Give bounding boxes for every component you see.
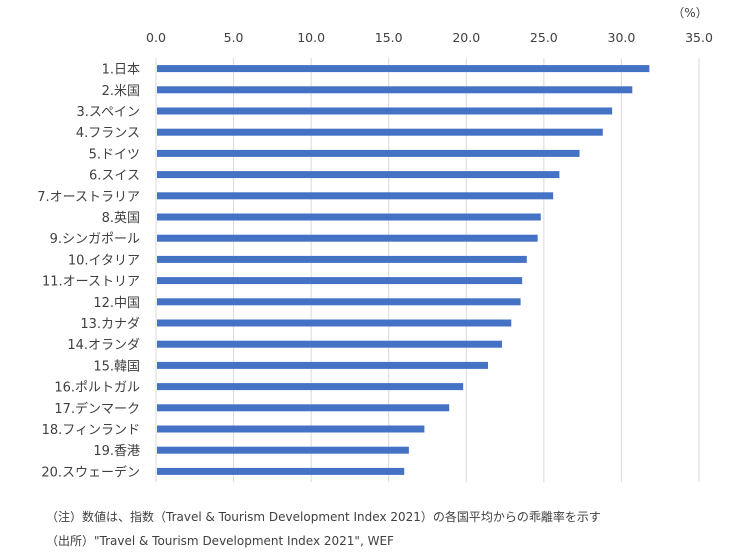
category-label: 13.カナダ	[80, 317, 140, 332]
category-label: 1.日本	[102, 63, 140, 78]
x-tick-label: 0.0	[146, 30, 166, 45]
bar	[157, 86, 633, 94]
x-tick-label: 15.0	[375, 30, 403, 45]
category-label: 5.ドイツ	[89, 147, 140, 162]
category-label: 3.スペイン	[77, 105, 141, 120]
category-label: 15.韓国	[93, 359, 140, 374]
bar	[157, 425, 425, 433]
bar	[157, 277, 523, 285]
bar	[157, 128, 603, 136]
bar	[157, 361, 489, 369]
bar	[157, 255, 527, 263]
x-tick-label: 10.0	[297, 30, 325, 45]
bar-chart: 0.0 5.0 10.0 15.0 20.0 25.0 30.0 35.0 （%） 1.日本 2…	[37, 6, 713, 482]
bar	[157, 340, 502, 348]
bar	[157, 446, 409, 454]
bar	[157, 467, 405, 475]
bar	[157, 383, 464, 391]
unit-label: （%）	[672, 6, 707, 20]
category-label: 12.中国	[93, 296, 140, 311]
category-label: 7.オーストラリア	[37, 190, 140, 205]
x-tick-label: 35.0	[685, 30, 713, 45]
category-label: 10.イタリア	[68, 253, 140, 268]
bar	[157, 404, 450, 412]
bar	[157, 65, 650, 73]
category-label: 17.デンマーク	[54, 401, 140, 417]
category-label: 9.シンガポール	[50, 232, 140, 247]
footnote: （注）数値は、指数（Travel & Tourism Development I…	[46, 510, 601, 524]
category-label: 20.スウェーデン	[41, 464, 140, 480]
x-tick-label: 20.0	[452, 30, 480, 45]
category-label: 8.英国	[102, 211, 140, 226]
x-tick-label: 30.0	[608, 30, 636, 45]
bar	[157, 107, 613, 115]
bars	[157, 65, 650, 475]
category-label: 11.オーストリア	[42, 275, 140, 290]
bar	[157, 319, 512, 327]
bar	[157, 213, 541, 221]
x-tick-label: 25.0	[530, 30, 558, 45]
category-labels: 1.日本 2.米国 3.スペイン 4.フランス 5.ドイツ 6.スイス 7.オーストラリア 8…	[37, 63, 140, 481]
bar	[157, 192, 554, 200]
bar	[157, 298, 521, 306]
bar	[157, 149, 580, 157]
gridlines	[233, 58, 700, 482]
category-label: 16.ポルトガル	[54, 381, 140, 396]
x-tick-label: 5.0	[224, 30, 244, 45]
source-note: （出所）"Travel & Tourism Development Index …	[46, 534, 394, 548]
category-label: 6.スイス	[89, 169, 140, 184]
bar	[157, 171, 560, 179]
category-label: 19.香港	[93, 444, 140, 459]
bar	[157, 234, 538, 242]
category-label: 2.米国	[102, 84, 140, 99]
x-axis-ticks: 0.0 5.0 10.0 15.0 20.0 25.0 30.0 35.0	[146, 30, 713, 45]
category-label: 18.フィンランド	[42, 423, 140, 438]
category-label: 14.オランダ	[67, 338, 140, 353]
category-label: 4.フランス	[76, 126, 140, 141]
